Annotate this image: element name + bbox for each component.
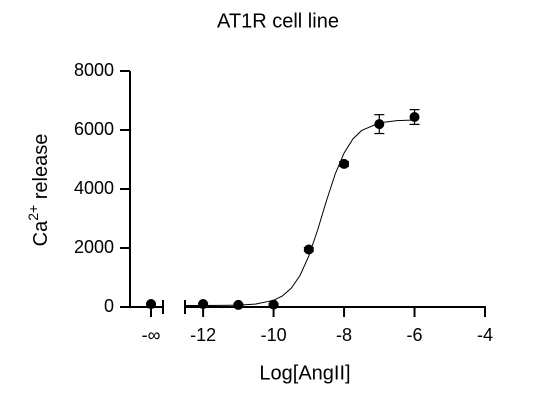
y-tick-label: 0 xyxy=(104,296,114,316)
x-tick-label: -8 xyxy=(336,325,352,345)
point xyxy=(409,112,420,123)
x-tick-label: -∞ xyxy=(142,325,161,345)
point xyxy=(233,299,244,310)
y-tick-label: 8000 xyxy=(74,60,114,80)
y-label-base: Ca xyxy=(30,220,52,246)
point xyxy=(268,299,279,310)
x-tick-label: -4 xyxy=(477,325,493,345)
y-label-sup: 2+ xyxy=(25,205,41,221)
point xyxy=(374,119,385,130)
point xyxy=(339,158,350,169)
y-tick-label: 2000 xyxy=(74,237,114,257)
point xyxy=(303,244,314,255)
y-label-rest: release xyxy=(30,134,52,205)
y-tick-label: 6000 xyxy=(74,119,114,139)
x-axis-label: Log[AngII] xyxy=(259,362,350,384)
y-axis-label: Ca2+ release xyxy=(25,134,53,247)
chart-title: AT1R cell line xyxy=(217,10,339,32)
fit-curve xyxy=(185,119,415,307)
y-tick-label: 4000 xyxy=(74,178,114,198)
x-tick-label: -10 xyxy=(261,325,287,345)
point xyxy=(198,299,209,310)
x-tick-label: -6 xyxy=(407,325,423,345)
point xyxy=(146,299,156,310)
x-tick-label: -12 xyxy=(190,325,216,345)
